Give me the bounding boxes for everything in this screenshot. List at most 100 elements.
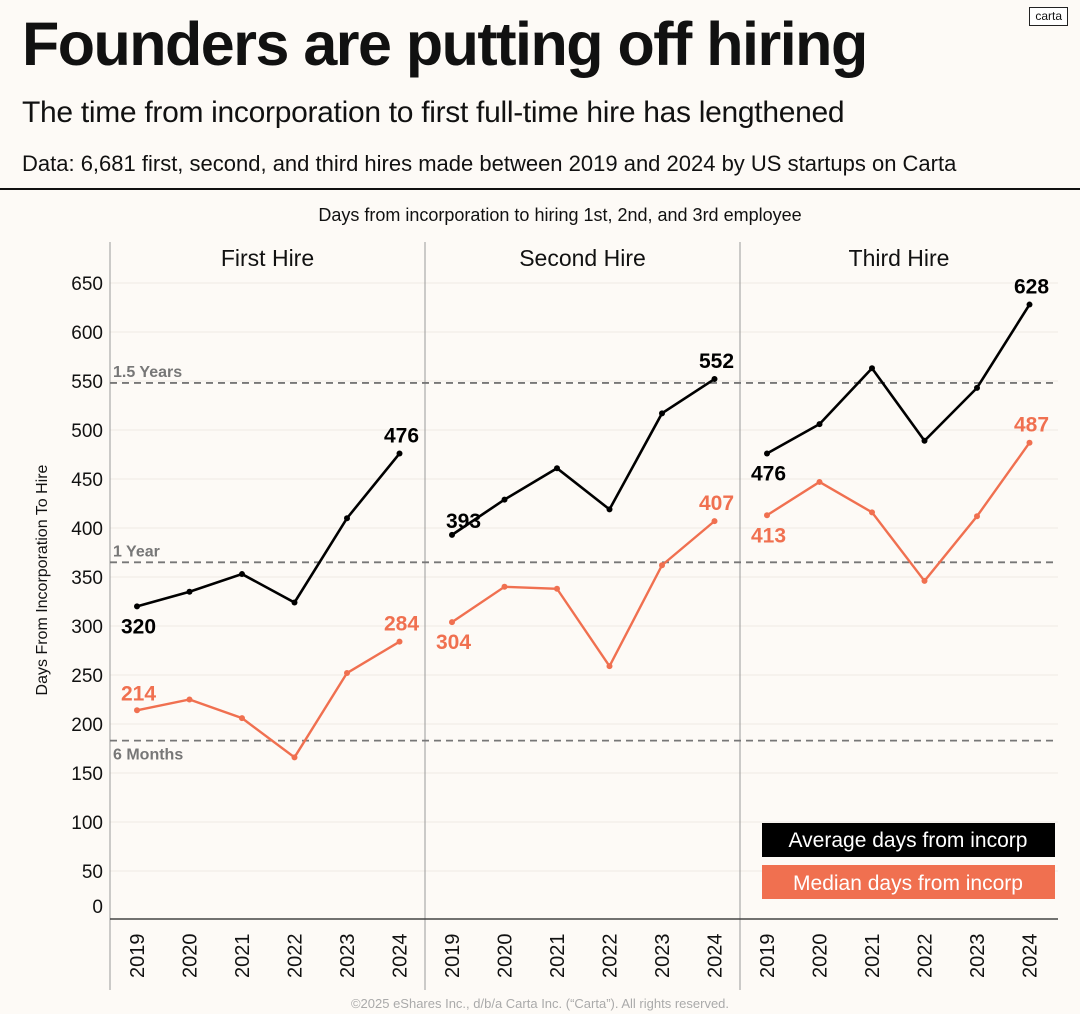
data-label: 552 (699, 350, 734, 373)
average-line (451, 377, 716, 536)
data-point (501, 496, 508, 503)
data-point (239, 571, 245, 578)
x-tick-label: 2022 (285, 934, 307, 979)
data-point (921, 577, 928, 584)
data-point (711, 518, 718, 525)
data-label: 413 (751, 524, 786, 547)
data-point (449, 619, 455, 626)
data-point (869, 365, 875, 372)
data-point (134, 603, 140, 610)
y-tick-label: 500 (71, 421, 103, 442)
data-label: 284 (384, 613, 419, 636)
x-tick-label: 2020 (495, 934, 517, 979)
chart-inner-title: Days from incorporation to hiring 1st, 2… (318, 205, 801, 225)
data-label: 407 (699, 492, 734, 515)
x-tick-label: 2020 (180, 934, 202, 979)
data-note: Data: 6,681 first, second, and third hir… (22, 151, 957, 176)
data-label: 628 (1014, 276, 1049, 299)
line-chart: Days from incorporation to hiring 1st, 2… (34, 205, 1058, 990)
carta-logo: carta (1029, 7, 1068, 26)
reference-label: 1.5 Years (113, 364, 182, 381)
data-point (344, 515, 350, 522)
legend-label-median: Median days from incorp (793, 872, 1023, 895)
reference-label: 1 Year (113, 543, 160, 560)
data-point (816, 478, 823, 485)
data-point (974, 513, 980, 520)
x-tick-label: 2021 (862, 934, 884, 979)
x-tick-label: 2023 (967, 934, 989, 979)
y-tick-label: 150 (71, 764, 103, 785)
x-tick-label: 2021 (232, 934, 254, 979)
legend-swatch-average (762, 823, 1055, 857)
data-label: 476 (751, 463, 786, 486)
y-tick-label: 200 (71, 715, 103, 736)
header-divider (0, 188, 1080, 190)
y-tick-label: 300 (71, 617, 103, 638)
data-label: 320 (121, 615, 156, 638)
data-point (501, 583, 508, 590)
x-tick-label: 2022 (915, 934, 937, 979)
data-point (711, 376, 718, 383)
data-point (974, 384, 980, 391)
data-point (659, 410, 665, 417)
y-axis-label: Days From Incorporation To Hire (34, 464, 51, 695)
chart-subtitle: The time from incorporation to first ful… (22, 96, 845, 129)
median-line (766, 442, 1031, 583)
data-point (1026, 301, 1033, 308)
median-line (136, 640, 401, 760)
y-tick-label: 100 (71, 813, 103, 834)
median-line (451, 520, 716, 669)
data-point (554, 465, 560, 472)
y-tick-label: 600 (71, 323, 103, 344)
x-tick-label: 2023 (652, 934, 674, 979)
data-point (606, 506, 613, 513)
x-tick-label: 2021 (547, 934, 569, 979)
y-tick-label: 250 (71, 666, 103, 687)
panel-title: Second Hire (519, 245, 646, 271)
data-point (764, 512, 770, 519)
data-point (764, 450, 770, 457)
data-label: 476 (384, 425, 419, 448)
panel-title: First Hire (221, 245, 314, 271)
data-point (186, 696, 193, 703)
x-tick-label: 2019 (757, 934, 779, 979)
data-label: 214 (121, 682, 156, 705)
y-tick-label: 50 (82, 862, 103, 883)
legend-label-average: Average days from incorp (789, 829, 1028, 852)
y-tick-label: 450 (71, 470, 103, 491)
x-tick-label: 2023 (337, 934, 359, 979)
y-tick-label: 400 (71, 519, 103, 540)
x-tick-label: 2020 (810, 934, 832, 979)
x-tick-label: 2024 (390, 934, 412, 979)
x-tick-label: 2022 (600, 934, 622, 979)
data-point (816, 421, 823, 428)
x-tick-label: 2024 (1020, 934, 1042, 979)
data-point (449, 531, 455, 538)
data-point (869, 509, 875, 516)
data-point (134, 707, 140, 714)
data-point (239, 715, 245, 722)
y-tick-label: 350 (71, 568, 103, 589)
x-tick-label: 2024 (705, 934, 727, 979)
data-label: 393 (446, 510, 481, 533)
reference-label: 6 Months (113, 747, 183, 764)
x-tick-label: 2019 (127, 934, 149, 979)
data-point (291, 599, 298, 606)
legend-swatch-median (762, 865, 1055, 899)
data-point (396, 638, 403, 645)
data-point (291, 754, 298, 761)
chart-title: Founders are putting off hiring (22, 10, 868, 78)
y-tick-label: 550 (71, 372, 103, 393)
average-line (766, 303, 1031, 455)
data-point (659, 562, 665, 569)
copyright-footer: ©2025 eShares Inc., d/b/a Carta Inc. (“C… (350, 996, 730, 1011)
data-point (606, 663, 613, 670)
data-label: 487 (1014, 414, 1049, 437)
average-line (136, 452, 401, 608)
x-tick-label: 2019 (442, 934, 464, 979)
y-tick-label: 0 (92, 897, 103, 918)
data-label: 304 (436, 631, 471, 654)
data-point (396, 450, 403, 457)
panel-title: Third Hire (849, 245, 950, 271)
data-point (186, 588, 193, 595)
